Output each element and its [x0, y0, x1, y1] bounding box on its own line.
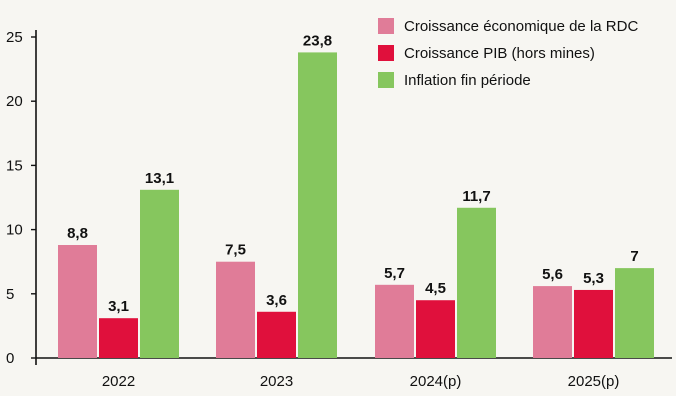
x-category-label: 2025(p) — [568, 373, 620, 390]
bar — [375, 285, 414, 358]
bar-value-label: 13,1 — [145, 170, 174, 187]
legend-label: Croissance PIB (hors mines) — [404, 45, 595, 62]
x-category-label: 2024(p) — [410, 373, 462, 390]
bar — [140, 190, 179, 358]
bar-value-label: 7 — [630, 248, 638, 265]
bar-value-label: 3,1 — [108, 298, 129, 315]
bar-value-label: 4,5 — [425, 280, 446, 297]
y-tick-label: 0 — [6, 350, 14, 367]
y-tick-label: 25 — [6, 29, 23, 46]
bar — [615, 268, 654, 358]
bar — [416, 300, 455, 358]
bar-value-label: 5,3 — [583, 270, 604, 287]
legend-swatch — [378, 45, 394, 61]
legend-label: Inflation fin période — [404, 72, 531, 89]
bar — [216, 262, 255, 358]
legend-label: Croissance économique de la RDC — [404, 18, 638, 35]
bar — [574, 290, 613, 358]
y-tick-label: 5 — [6, 286, 14, 303]
y-tick-label: 15 — [6, 157, 23, 174]
x-category-label: 2023 — [260, 373, 293, 390]
bar — [457, 208, 496, 358]
bar-value-label: 23,8 — [303, 32, 332, 49]
bar — [58, 245, 97, 358]
bar — [533, 286, 572, 358]
x-category-label: 2022 — [102, 373, 135, 390]
y-tick-label: 10 — [6, 222, 23, 239]
legend-swatch — [378, 18, 394, 34]
y-tick-label: 20 — [6, 93, 23, 110]
bar — [257, 312, 296, 358]
bar-value-label: 3,6 — [266, 292, 287, 309]
bar-value-label: 5,6 — [542, 266, 563, 283]
bar-value-label: 5,7 — [384, 265, 405, 282]
bar — [99, 318, 138, 358]
bar-value-label: 8,8 — [67, 225, 88, 242]
bar-value-label: 11,7 — [462, 188, 490, 205]
bar — [298, 52, 337, 358]
legend-swatch — [378, 72, 394, 88]
bar-value-label: 7,5 — [225, 242, 246, 259]
